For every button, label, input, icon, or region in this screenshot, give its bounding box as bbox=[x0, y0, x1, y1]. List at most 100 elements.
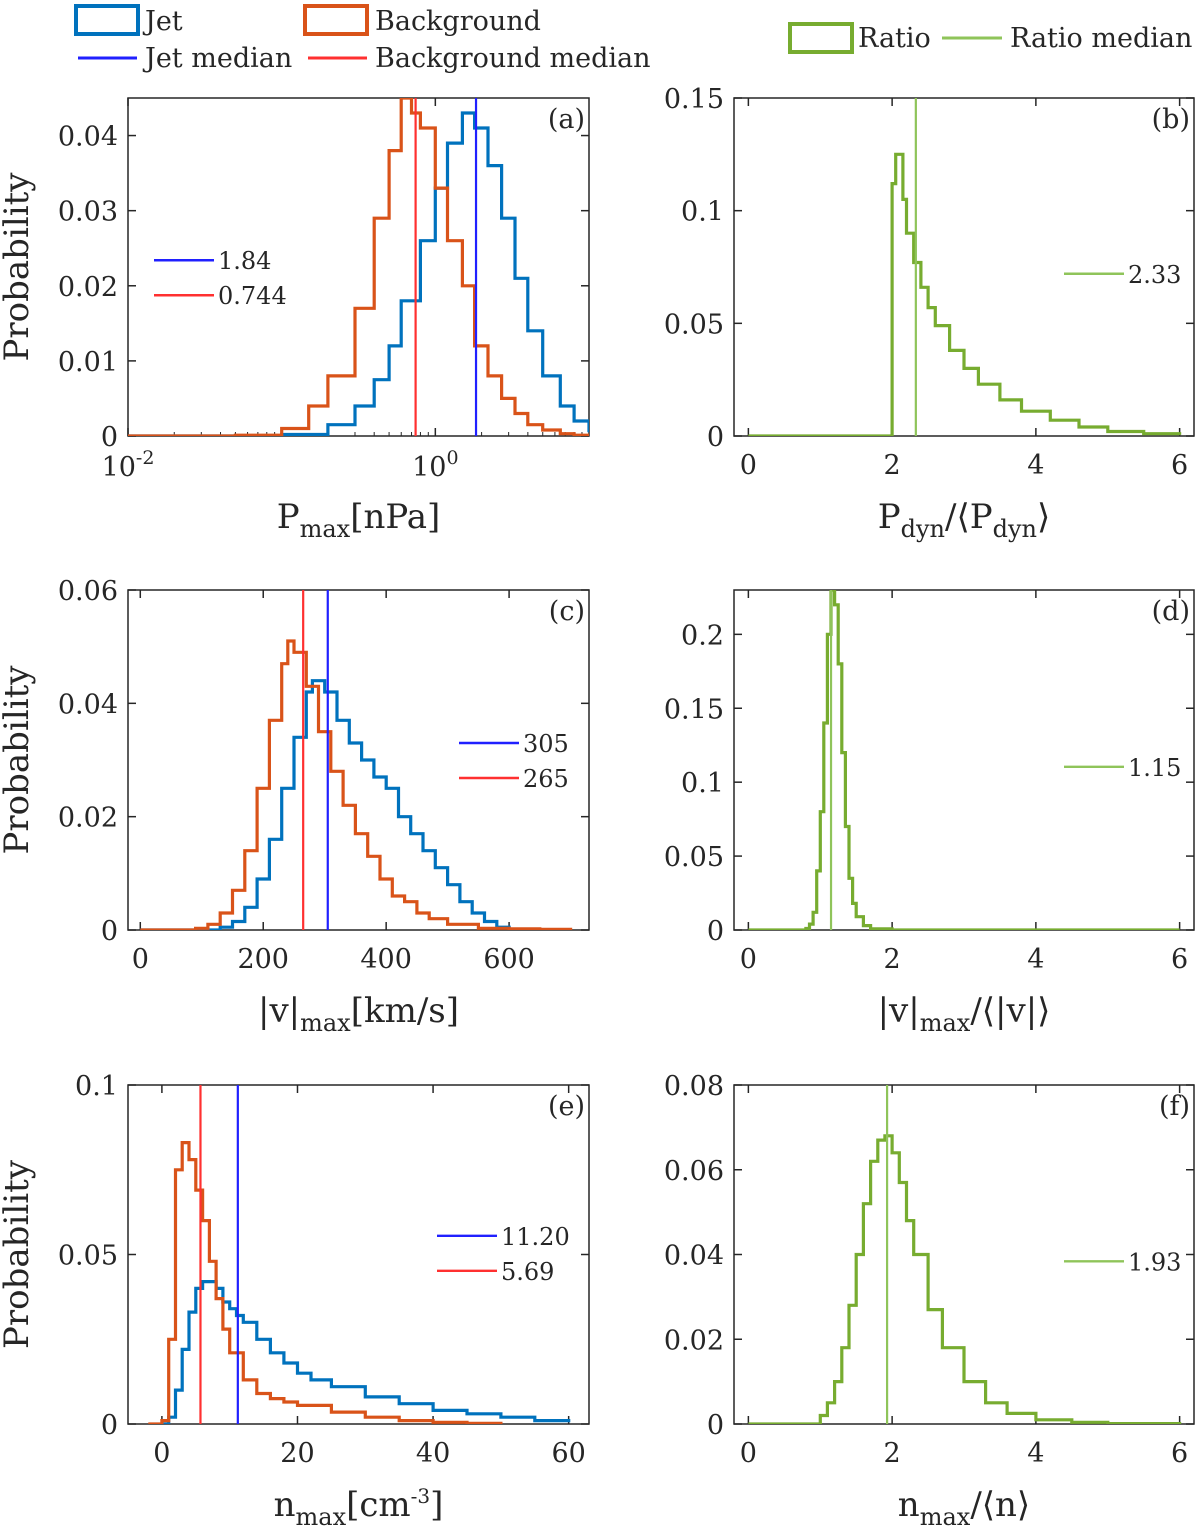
top-legend: Jet Background Jet median Background med… bbox=[74, 4, 1192, 74]
series-ratio-d bbox=[748, 590, 1180, 930]
xlabel-e: nmax[cm-3] bbox=[274, 1484, 444, 1530]
legend-label-jet-median: Jet median bbox=[142, 43, 292, 74]
ytick-label-f: 0.02 bbox=[664, 1325, 724, 1356]
ylabel-e: Probability bbox=[0, 1159, 37, 1349]
ytick-label-f: 0.08 bbox=[664, 1071, 724, 1102]
panel-d: 0 0.05 0.1 0.15 0.2 0 2 4 6 1.15 (d) |v|max/⟨|v|⟩ bbox=[664, 589, 1195, 1037]
panel-tag-a: (a) bbox=[548, 104, 585, 135]
ytick-label-a: 0.03 bbox=[58, 197, 118, 228]
xlabel-a: Pmax[nPa] bbox=[277, 497, 441, 543]
axes-box-e bbox=[127, 1084, 590, 1425]
xlabel-f: nmax/⟨n⟩ bbox=[898, 1485, 1030, 1530]
ytick-label-f: 0 bbox=[707, 1410, 724, 1441]
ytick-label-a: 0.02 bbox=[58, 272, 118, 303]
ytick-label-d: 0.05 bbox=[664, 842, 724, 873]
ylabel-a: Probability bbox=[0, 172, 37, 362]
xlabel-c: |v|max[km/s] bbox=[258, 991, 459, 1037]
inset-value-ratio_median-b: 2.33 bbox=[1128, 261, 1181, 289]
xtick-label-b: 4 bbox=[1027, 450, 1044, 481]
ytick-label-c: 0.04 bbox=[58, 689, 118, 720]
xtick-label-e: 0 bbox=[153, 1438, 170, 1469]
ytick-label-a: 0.04 bbox=[58, 122, 118, 153]
ytick-label-a: 0.01 bbox=[58, 347, 118, 378]
xtick-label-f: 2 bbox=[884, 1438, 901, 1469]
xtick-label-c: 200 bbox=[237, 944, 289, 975]
legend-swatch-jet bbox=[74, 4, 140, 36]
series-background-a bbox=[128, 98, 589, 436]
panel-f: 0 0.02 0.04 0.06 0.08 0 2 4 6 1.93 (f) nmax/⟨n⟩ bbox=[664, 1071, 1195, 1530]
ytick-label-e: 0.05 bbox=[58, 1241, 118, 1272]
ytick-label-d: 0.1 bbox=[681, 768, 724, 799]
xtick-label-f: 4 bbox=[1027, 1438, 1044, 1469]
ytick-label-e: 0.1 bbox=[75, 1071, 118, 1102]
legend-label-ratio: Ratio bbox=[858, 23, 931, 54]
xtick-label-c: 0 bbox=[132, 944, 149, 975]
xtick-label-e: 40 bbox=[416, 1438, 450, 1469]
panel-b: 0 0.05 0.1 0.15 0 2 4 6 2.33 (b) Pdyn/⟨Pdyn⟩ bbox=[664, 84, 1195, 543]
series-jet-e bbox=[161, 1280, 571, 1424]
xlabel-d: |v|max/⟨|v|⟩ bbox=[878, 991, 1051, 1037]
xtick-label-f: 0 bbox=[740, 1438, 757, 1469]
ylabel-c: Probability bbox=[0, 665, 37, 855]
panel-a: 0 0.01 0.02 0.03 0.04 10-2 100 1.84 0.744 (a) Pmax… bbox=[0, 97, 590, 543]
axes-box-b bbox=[733, 97, 1195, 437]
axes-box-a bbox=[127, 97, 590, 437]
inset-value-ratio_median-f: 1.93 bbox=[1128, 1248, 1181, 1276]
legend-swatch-ratio bbox=[788, 22, 854, 54]
legend-label-ratio-median: Ratio median bbox=[1010, 23, 1192, 54]
panel-tag-d: (d) bbox=[1152, 596, 1190, 627]
axes-box-c bbox=[127, 589, 590, 931]
ytick-label-b: 0.05 bbox=[664, 309, 724, 340]
series-jet-c bbox=[140, 679, 511, 930]
axes-box-d bbox=[733, 589, 1195, 931]
ytick-label-b: 0.1 bbox=[681, 197, 724, 228]
panel-tag-b: (b) bbox=[1152, 104, 1190, 135]
panel-c: 0 0.02 0.04 0.06 0 200 400 600 305 265 (c) |v|max[k… bbox=[0, 576, 590, 1037]
ytick-label-e: 0 bbox=[101, 1410, 118, 1441]
xtick-label-e: 20 bbox=[280, 1438, 314, 1469]
ytick-label-c: 0.02 bbox=[58, 803, 118, 834]
inset-value-background_median-a: 0.744 bbox=[218, 282, 287, 310]
xtick-label-c: 600 bbox=[483, 944, 535, 975]
xtick-label-a: 100 bbox=[412, 447, 458, 483]
ytick-label-f: 0.06 bbox=[664, 1156, 724, 1187]
inset-value-jet_median-a: 1.84 bbox=[218, 247, 271, 275]
inset-value-background_median-c: 265 bbox=[523, 765, 569, 793]
ytick-label-d: 0.2 bbox=[681, 620, 724, 651]
xtick-label-d: 6 bbox=[1171, 944, 1188, 975]
ytick-label-a: 0 bbox=[101, 422, 118, 453]
xtick-label-e: 60 bbox=[551, 1438, 585, 1469]
xtick-label-b: 6 bbox=[1171, 450, 1188, 481]
series-background-c bbox=[140, 639, 573, 930]
series-ratio-f bbox=[748, 1134, 1182, 1424]
inset-value-jet_median-e: 11.20 bbox=[501, 1223, 570, 1251]
panel-e: 0 0.05 0.1 0 20 40 60 11.20 5.69 (e) nmax[cm-3] Pro… bbox=[0, 1071, 590, 1530]
xtick-label-b: 0 bbox=[740, 450, 757, 481]
xtick-label-c: 400 bbox=[360, 944, 412, 975]
ytick-label-f: 0.04 bbox=[664, 1241, 724, 1272]
legend-label-background-median: Background median bbox=[375, 43, 651, 74]
inset-value-background_median-e: 5.69 bbox=[501, 1258, 554, 1286]
panel-tag-e: (e) bbox=[548, 1091, 585, 1122]
series-jet-a bbox=[128, 111, 589, 436]
legend-swatch-background bbox=[303, 4, 369, 36]
xtick-label-b: 2 bbox=[884, 450, 901, 481]
series-background-e bbox=[148, 1141, 503, 1424]
legend-label-jet: Jet bbox=[142, 6, 183, 37]
xtick-label-a: 10-2 bbox=[102, 447, 155, 483]
ytick-label-b: 0 bbox=[707, 422, 724, 453]
series-ratio-b bbox=[748, 152, 1182, 436]
xtick-label-d: 0 bbox=[740, 944, 757, 975]
ytick-label-b: 0.15 bbox=[664, 84, 724, 115]
xtick-label-d: 2 bbox=[884, 944, 901, 975]
ytick-label-c: 0 bbox=[101, 916, 118, 947]
panel-tag-c: (c) bbox=[549, 596, 585, 627]
ytick-label-d: 0.15 bbox=[664, 694, 724, 725]
xtick-label-d: 4 bbox=[1027, 944, 1044, 975]
panel-tag-f: (f) bbox=[1159, 1091, 1190, 1122]
legend-label-background: Background bbox=[375, 6, 541, 37]
xtick-label-f: 6 bbox=[1171, 1438, 1188, 1469]
inset-value-jet_median-c: 305 bbox=[523, 730, 569, 758]
xlabel-b: Pdyn/⟨Pdyn⟩ bbox=[878, 497, 1051, 543]
